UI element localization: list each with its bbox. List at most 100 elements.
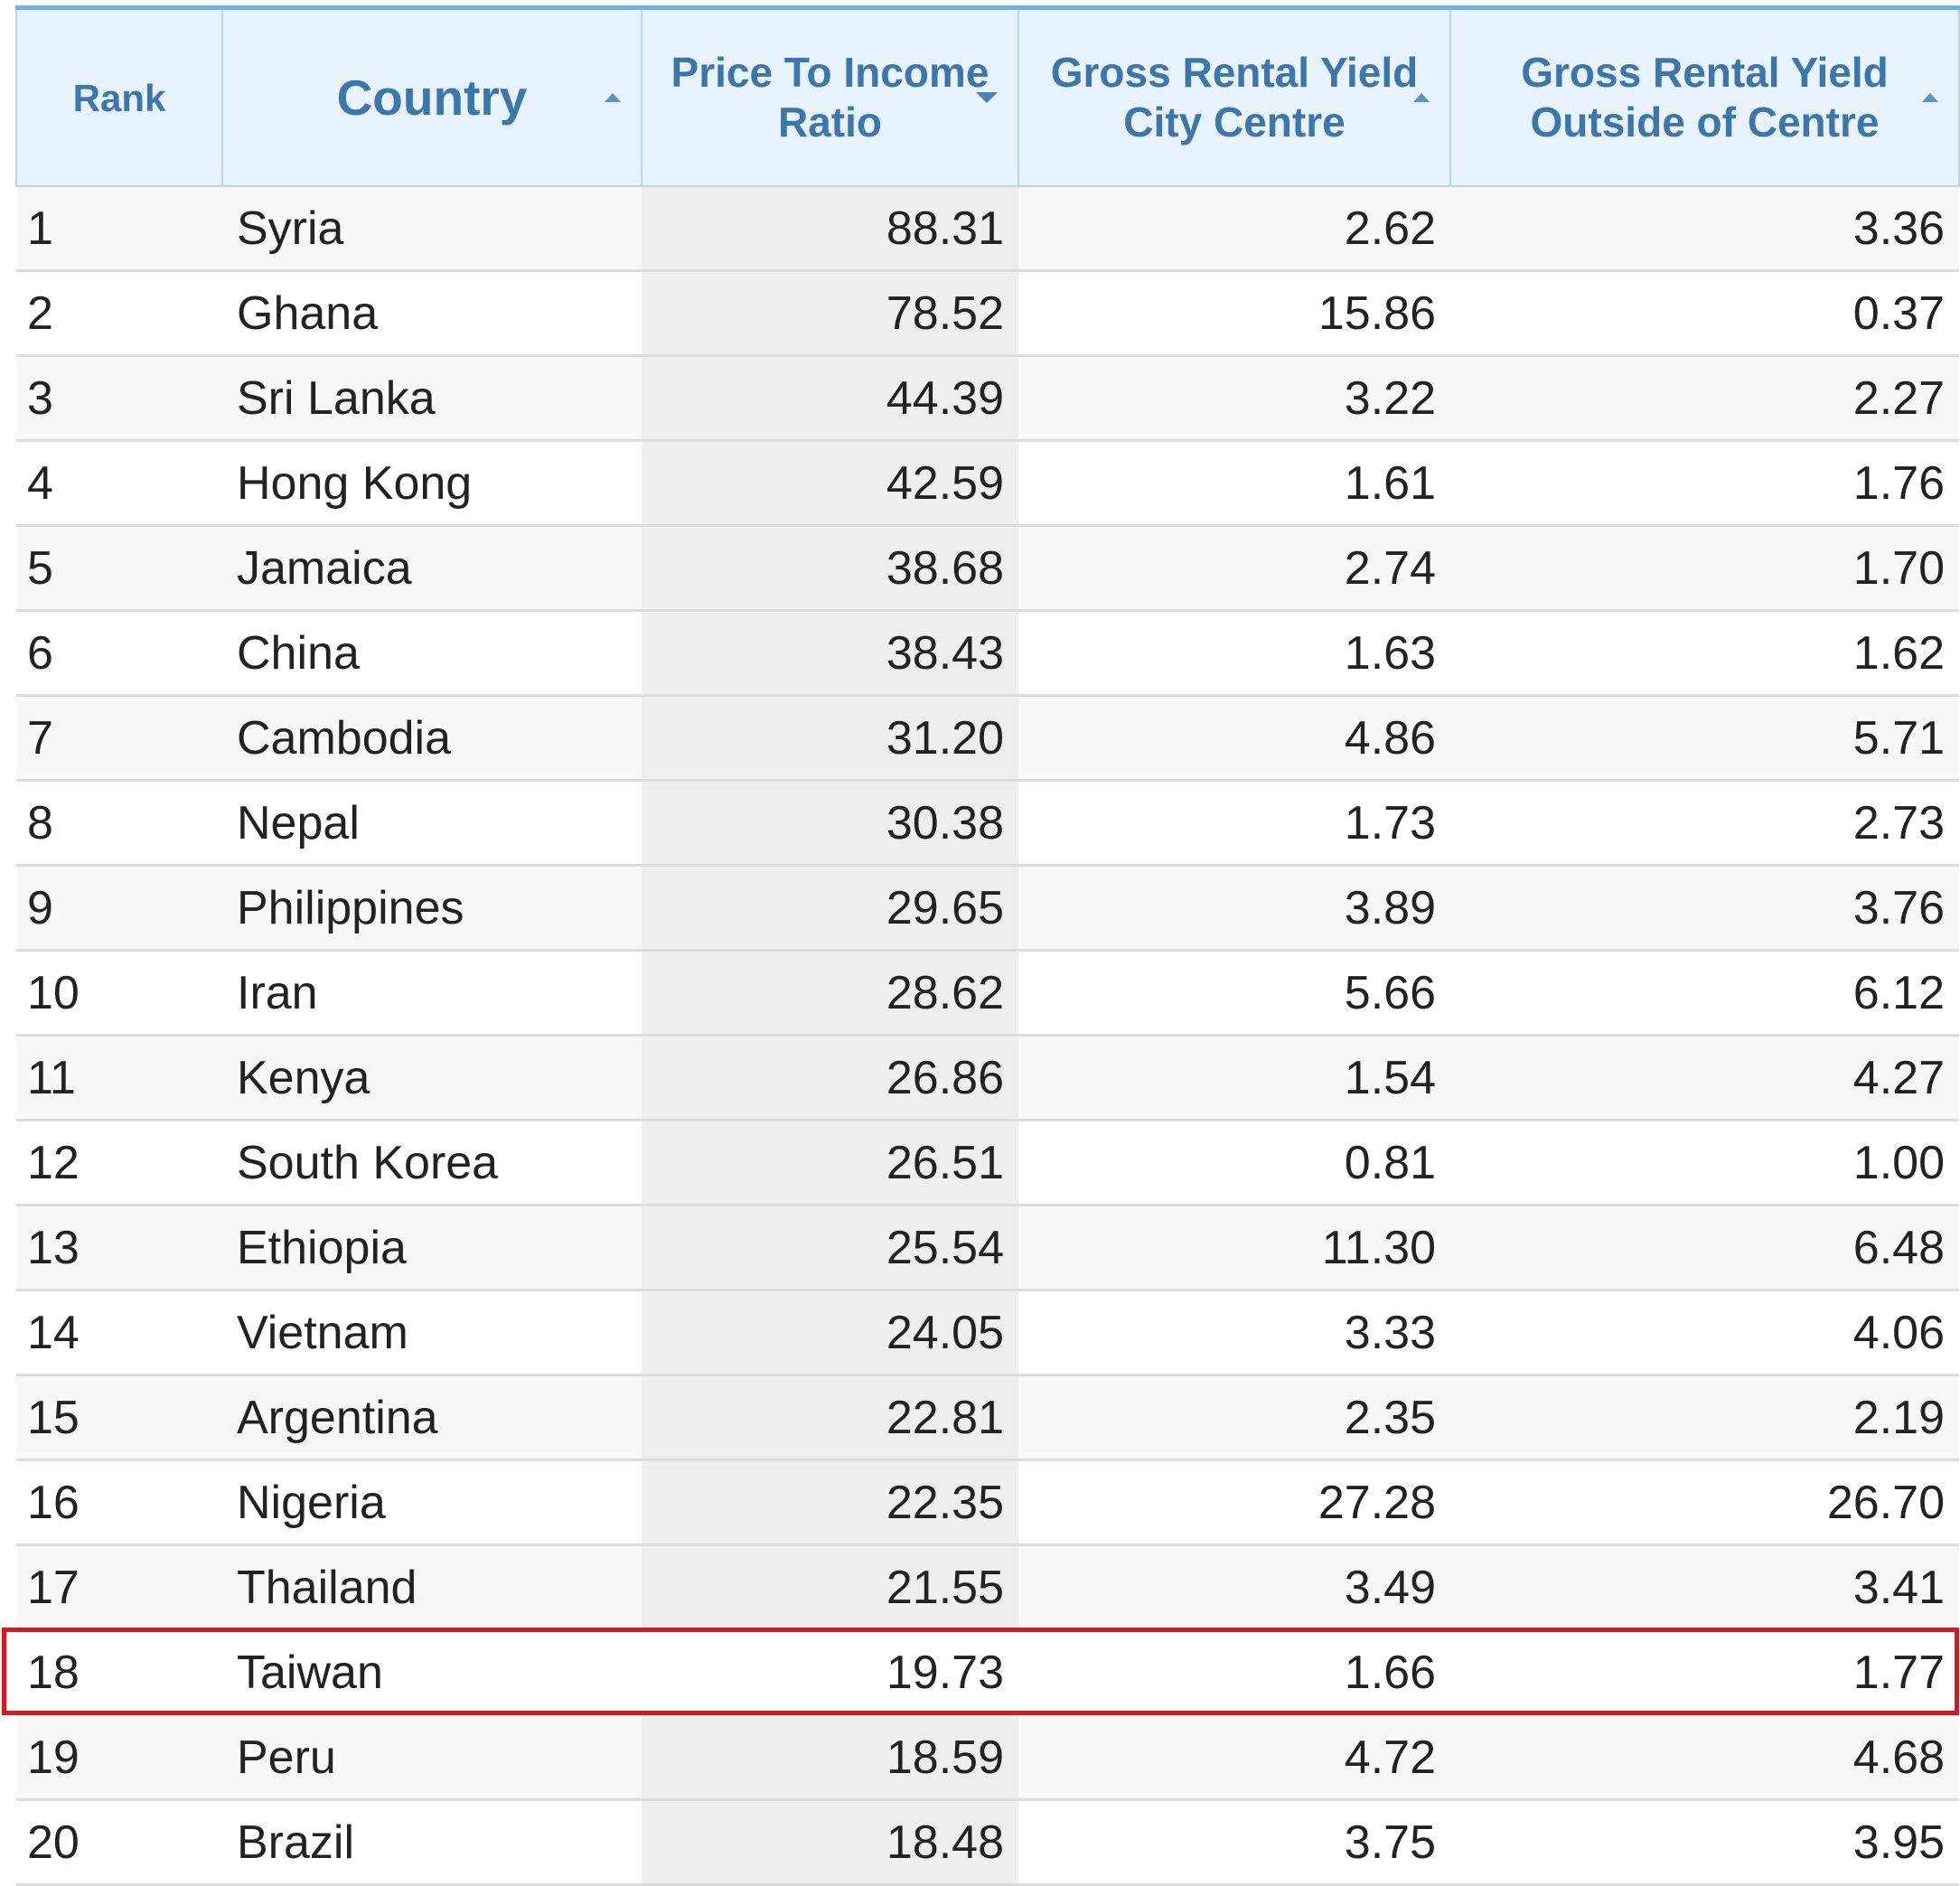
cell-rank: 16 [16,1459,222,1546]
cell-country: Ethiopia [222,1205,642,1291]
cell-yield-outside: 2.19 [1450,1375,1959,1461]
table-row[interactable]: 14 Vietnam 24.05 3.33 4.06 [16,1290,1959,1376]
cell-price-to-income: 26.51 [642,1120,1018,1206]
cell-rank: 18 [16,1629,222,1716]
cell-country: Iran [222,950,642,1037]
sort-ascending-icon [605,93,621,102]
table-row[interactable]: 6 China 38.43 1.63 1.62 [16,610,1959,697]
cell-yield-city: 3.75 [1018,1799,1450,1886]
table-row[interactable]: 5 Jamaica 38.68 2.74 1.70 [16,525,1959,612]
cell-country: Thailand [222,1544,642,1631]
cell-yield-city: 27.28 [1018,1459,1450,1546]
cell-yield-outside: 6.12 [1450,950,1959,1037]
cell-yield-outside: 3.36 [1450,186,1959,272]
cell-rank: 2 [16,270,222,357]
cell-price-to-income: 42.59 [642,440,1018,527]
cell-price-to-income: 78.52 [642,270,1018,357]
cell-rank: 1 [16,186,222,272]
cell-rank: 10 [16,950,222,1037]
cell-yield-outside: 4.68 [1450,1714,1959,1801]
cell-yield-city: 0.81 [1018,1120,1450,1206]
cell-price-to-income: 26.86 [642,1035,1018,1121]
table-body: 1 Syria 88.31 2.62 3.36 2 Ghana 78.52 15.86 0.37 3… [16,186,1959,1886]
table-row[interactable]: 19 Peru 18.59 4.72 4.68 [16,1714,1959,1801]
cell-yield-city: 1.63 [1018,610,1450,697]
table-row[interactable]: 11 Kenya 26.86 1.54 4.27 [16,1035,1959,1121]
cell-rank: 3 [16,355,222,442]
cell-price-to-income: 18.48 [642,1799,1018,1886]
cell-yield-city: 4.86 [1018,695,1450,782]
cell-country: Vietnam [222,1290,642,1376]
table-row[interactable]: 16 Nigeria 22.35 27.28 26.70 [16,1459,1959,1546]
column-header-rank[interactable]: Rank [15,5,223,187]
cell-country: Ghana [222,270,642,357]
cell-yield-outside: 6.48 [1450,1205,1959,1291]
sort-ascending-icon [1413,93,1430,102]
cell-yield-outside: 0.37 [1450,270,1959,357]
column-header-country[interactable]: Country [221,5,642,187]
cell-price-to-income: 28.62 [642,950,1018,1037]
table-row[interactable]: 17 Thailand 21.55 3.49 3.41 [16,1544,1959,1631]
table-row-highlighted[interactable]: 18 Taiwan 19.73 1.66 1.77 [16,1629,1959,1716]
cell-country: Philippines [222,865,642,952]
cell-yield-outside: 1.77 [1450,1629,1959,1716]
cell-price-to-income: 29.65 [642,865,1018,952]
cell-yield-city: 11.30 [1018,1205,1450,1291]
cell-country: Peru [222,1714,642,1801]
cell-yield-outside: 4.27 [1450,1035,1959,1121]
table-row[interactable]: 1 Syria 88.31 2.62 3.36 [16,186,1959,272]
cell-yield-city: 1.66 [1018,1629,1450,1716]
cell-yield-outside: 4.06 [1450,1290,1959,1376]
table-row[interactable]: 3 Sri Lanka 44.39 3.22 2.27 [16,355,1959,442]
column-header-price-to-income[interactable]: Price To Income Ratio [641,5,1019,187]
cell-price-to-income: 21.55 [642,1544,1018,1631]
cell-country: Kenya [222,1035,642,1121]
cell-rank: 5 [16,525,222,612]
cell-yield-city: 3.22 [1018,355,1450,442]
cell-rank: 15 [16,1375,222,1461]
cell-price-to-income: 88.31 [642,186,1018,272]
cell-yield-outside: 1.76 [1450,440,1959,527]
cell-rank: 13 [16,1205,222,1291]
ranking-table: Rank Country Price To Income Ratio Gross… [15,5,1960,1886]
cell-rank: 4 [16,440,222,527]
cell-country: Jamaica [222,525,642,612]
cell-yield-outside: 3.95 [1450,1799,1959,1886]
table-row[interactable]: 20 Brazil 18.48 3.75 3.95 [16,1799,1959,1886]
table-row[interactable]: 8 Nepal 30.38 1.73 2.73 [16,780,1959,867]
cell-price-to-income: 25.54 [642,1205,1018,1291]
cell-yield-city: 1.54 [1018,1035,1450,1121]
column-header-price-to-income-label: Price To Income Ratio [671,49,989,145]
cell-yield-city: 1.73 [1018,780,1450,867]
cell-price-to-income: 22.35 [642,1459,1018,1546]
cell-price-to-income: 44.39 [642,355,1018,442]
column-header-rank-label: Rank [72,76,166,119]
cell-rank: 17 [16,1544,222,1631]
table-row[interactable]: 12 South Korea 26.51 0.81 1.00 [16,1120,1959,1206]
column-header-yield-outside[interactable]: Gross Rental Yield Outside of Centre [1449,5,1960,187]
table-row[interactable]: 2 Ghana 78.52 15.86 0.37 [16,270,1959,357]
column-header-country-label: Country [336,69,528,126]
table-row[interactable]: 10 Iran 28.62 5.66 6.12 [16,950,1959,1037]
ranking-table-container: Rank Country Price To Income Ratio Gross… [2,5,1960,1886]
column-header-yield-city[interactable]: Gross Rental Yield City Centre [1018,5,1451,187]
table-row[interactable]: 15 Argentina 22.81 2.35 2.19 [16,1375,1959,1461]
sort-ascending-icon [1922,93,1938,102]
table-row[interactable]: 4 Hong Kong 42.59 1.61 1.76 [16,440,1959,527]
cell-yield-city: 1.61 [1018,440,1450,527]
cell-yield-outside: 2.27 [1450,355,1959,442]
table-row[interactable]: 9 Philippines 29.65 3.89 3.76 [16,865,1959,952]
cell-price-to-income: 38.68 [642,525,1018,612]
cell-country: China [222,610,642,697]
cell-country: South Korea [222,1120,642,1206]
cell-yield-city: 2.62 [1018,186,1450,272]
table-row[interactable]: 13 Ethiopia 25.54 11.30 6.48 [16,1205,1959,1291]
cell-price-to-income: 22.81 [642,1375,1018,1461]
cell-yield-city: 3.49 [1018,1544,1450,1631]
table-row[interactable]: 7 Cambodia 31.20 4.86 5.71 [16,695,1959,782]
cell-rank: 12 [16,1120,222,1206]
column-header-yield-outside-label: Gross Rental Yield Outside of Centre [1521,49,1889,145]
cell-rank: 6 [16,610,222,697]
cell-yield-outside: 1.00 [1450,1120,1959,1206]
cell-yield-outside: 3.41 [1450,1544,1959,1631]
